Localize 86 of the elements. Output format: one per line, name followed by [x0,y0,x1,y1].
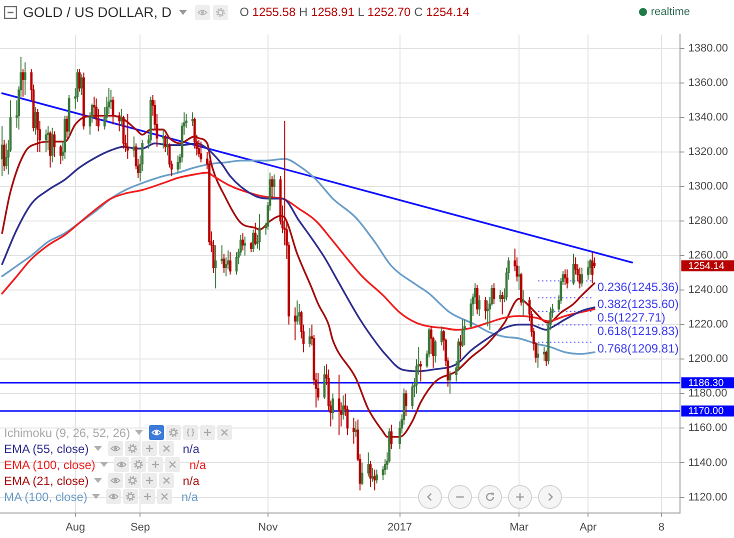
candlestick [252,229,254,253]
line-series [1,172,596,331]
candlestick [373,469,376,491]
candlestick [434,340,437,364]
y-tick-label: 1340.00 [688,111,728,124]
candlestick [566,268,568,289]
y-tick-label: 1240.00 [688,284,728,296]
candlestick [3,139,6,172]
y-tick-label: 1360.00 [688,76,728,89]
chart-title: GOLD / US DOLLAR, D [23,4,172,20]
candlestick [580,267,584,288]
text: MA (100, close) [4,490,88,504]
annotation: 0.5(1227.71) [597,310,666,325]
y-tick-label: 1140.00 [688,456,728,469]
candlestick [254,222,257,246]
x-tick-label: Aug [66,521,86,534]
y-tick-label: 1300.00 [688,180,728,193]
candlestick [244,236,246,256]
candlestick [36,108,39,152]
annotation: n/a [189,458,206,472]
y-tick-label: 1260.00 [688,250,728,262]
text: realtime [650,6,690,18]
y-tick-label: 1160.00 [688,422,728,434]
text: EMA (100, close) [4,458,96,472]
candlestick [478,294,480,316]
candlestick [323,366,326,400]
chart-subtitle: O 1255.58 H 1258.91 L 1252.70 C 1254.14 [240,5,470,19]
annotation: 0.768(1209.81) [597,342,679,356]
annotation: n/a [181,490,198,504]
candlestick [220,244,224,265]
y-tick-label: 1220.00 [688,318,728,331]
candlestick [367,452,370,478]
x-tick-label: Sep [130,521,150,534]
x-tick-label: 8 [658,521,664,534]
candlestick [360,462,364,486]
candlestick [586,260,590,280]
candlestick [484,296,487,320]
candlestick [308,328,311,348]
candlestick [591,252,594,284]
y-tick-label: 1120.00 [688,491,728,504]
candlestick [229,252,232,276]
candlestick [60,144,62,165]
annotation: Ichimoku (9, 26, 52, 26) [4,426,130,440]
candlestick [390,424,393,450]
annotation: 0.382(1235.60) [597,297,679,312]
ref-line-label: 1186.30 [688,378,724,390]
candlestick [564,268,566,286]
candlestick [298,303,300,326]
candlestick [463,318,466,346]
text: 1254.14 [688,260,725,272]
candlestick [296,300,298,326]
candlestick [126,114,129,160]
candlestick [242,232,244,251]
text: EMA (55, close) [4,442,89,456]
x-tick-label: Apr [580,521,598,534]
text: EMA (21, close) [4,474,89,488]
candlestick [376,469,378,484]
candlestick [332,393,334,420]
ref-line-label: 1170.00 [688,406,724,418]
candlestick [522,290,524,316]
x-tick-label: Nov [258,521,278,534]
candlestick [164,134,167,152]
candlestick [53,130,56,158]
y-tick-label: 1380.00 [688,42,728,54]
annotation: n/a [182,442,200,456]
candlestick [120,108,123,127]
candlestick [342,394,344,420]
y-tick-label: 1180.00 [688,388,728,400]
annotation: 0.236(1245.36) [597,280,679,294]
candlestick [536,343,540,368]
candlestick [420,360,422,382]
candlestick [273,174,276,198]
annotation: 0.618(1219.83) [597,324,679,338]
candlestick [176,154,180,174]
y-tick-label: 1280.00 [688,215,728,228]
candlestick [501,291,504,315]
y-tick-label: 1320.00 [688,146,728,158]
annotation: n/a [182,474,200,488]
candlestick [476,284,478,315]
candlestick [338,374,340,436]
candlestick [24,62,26,96]
x-tick-label: 2017 [388,521,412,534]
candlestick [352,417,355,444]
y-tick-label: 1200.00 [688,353,728,366]
candlestick [214,244,217,289]
x-tick-label: Mar [510,521,529,534]
